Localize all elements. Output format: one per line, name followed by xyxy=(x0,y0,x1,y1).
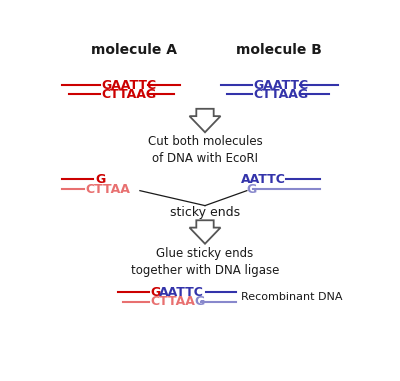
Text: sticky ends: sticky ends xyxy=(170,207,240,219)
Text: GAATTC: GAATTC xyxy=(101,79,156,92)
Text: molecule A: molecule A xyxy=(91,43,177,58)
Text: Recombinant DNA: Recombinant DNA xyxy=(241,292,342,302)
Text: G: G xyxy=(151,286,161,299)
Text: G: G xyxy=(194,295,204,308)
Text: AATTC: AATTC xyxy=(241,173,286,186)
Polygon shape xyxy=(190,220,220,244)
Text: G: G xyxy=(95,173,105,186)
Text: CTTAAG: CTTAAG xyxy=(101,88,156,101)
Text: Cut both molecules
of DNA with EcoRI: Cut both molecules of DNA with EcoRI xyxy=(148,135,262,165)
Text: CTTAA: CTTAA xyxy=(86,183,130,196)
Polygon shape xyxy=(190,109,220,132)
Text: Glue sticky ends
together with DNA ligase: Glue sticky ends together with DNA ligas… xyxy=(131,247,279,277)
Text: CTTAAG: CTTAAG xyxy=(253,88,308,101)
Text: CTTAA: CTTAA xyxy=(151,295,196,308)
Text: AATTC: AATTC xyxy=(159,286,204,299)
Text: molecule B: molecule B xyxy=(236,43,322,58)
Text: G: G xyxy=(247,183,257,196)
Text: GAATTC: GAATTC xyxy=(253,79,308,92)
